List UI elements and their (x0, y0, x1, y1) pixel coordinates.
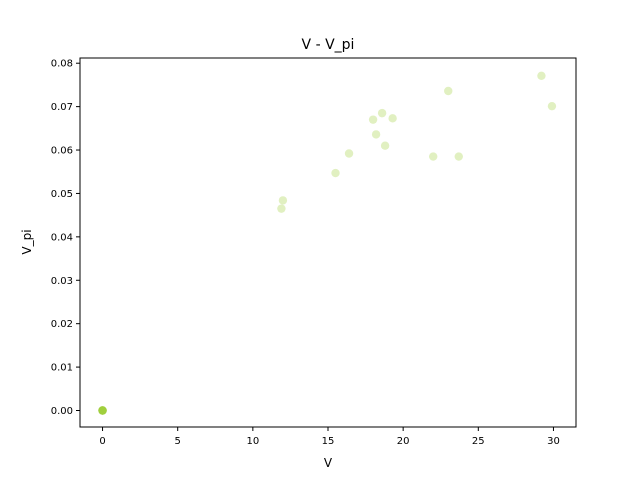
x-axis: 0 5 10 15 20 25 30 (99, 427, 560, 447)
x-tick-label: 5 (175, 436, 181, 447)
plot-area: 0 5 10 15 20 25 30 0.000.010.020.030.040.050.0… (51, 57, 577, 447)
data-point (98, 406, 107, 415)
data-point (98, 406, 107, 415)
data-point (331, 168, 340, 178)
y-tick-label: 0.04 (51, 232, 73, 243)
x-tick-label: 25 (472, 436, 485, 447)
data-points (98, 71, 557, 415)
x-tick-label: 15 (322, 436, 335, 447)
y-tick-label: 0.07 (51, 102, 73, 113)
y-tick-label: 0.00 (51, 406, 73, 417)
data-point (98, 406, 107, 415)
data-point (377, 108, 387, 118)
x-tick-label: 30 (547, 436, 560, 447)
data-point (429, 152, 438, 161)
data-point (278, 196, 288, 205)
chart-title: V - V_pi (302, 37, 355, 53)
y-axis: 0.00 0.01 0.02 0.03 0.04 0.05 0.06 0.07 0.08 (51, 59, 80, 417)
y-tick-label: 0.06 (51, 146, 73, 157)
data-point (537, 71, 546, 80)
y-tick-label: 0.02 (51, 319, 73, 330)
data-point (98, 406, 107, 415)
data-point (98, 406, 107, 415)
data-point (98, 406, 107, 415)
y-tick-label: 0.01 (51, 363, 73, 374)
y-tick-label: 0.05 (51, 189, 73, 200)
y-tick-label: 0.08 (51, 59, 73, 70)
y-axis-label: V_pi (20, 229, 34, 254)
x-tick-label: 10 (246, 436, 259, 447)
plot-frame (79, 57, 577, 428)
data-point (454, 152, 463, 161)
x-tick-label: 20 (397, 436, 410, 447)
data-point (380, 141, 390, 150)
x-tick-label: 0 (99, 436, 105, 447)
data-point (344, 149, 354, 158)
data-point (547, 101, 557, 111)
x-axis-label: V (324, 456, 333, 470)
data-point (98, 406, 107, 415)
data-point (371, 130, 381, 139)
data-point (444, 86, 453, 96)
data-point (388, 114, 397, 123)
y-tick-label: 0.03 (51, 276, 73, 287)
data-point (368, 115, 378, 124)
data-point (277, 204, 286, 213)
data-point (98, 406, 107, 415)
